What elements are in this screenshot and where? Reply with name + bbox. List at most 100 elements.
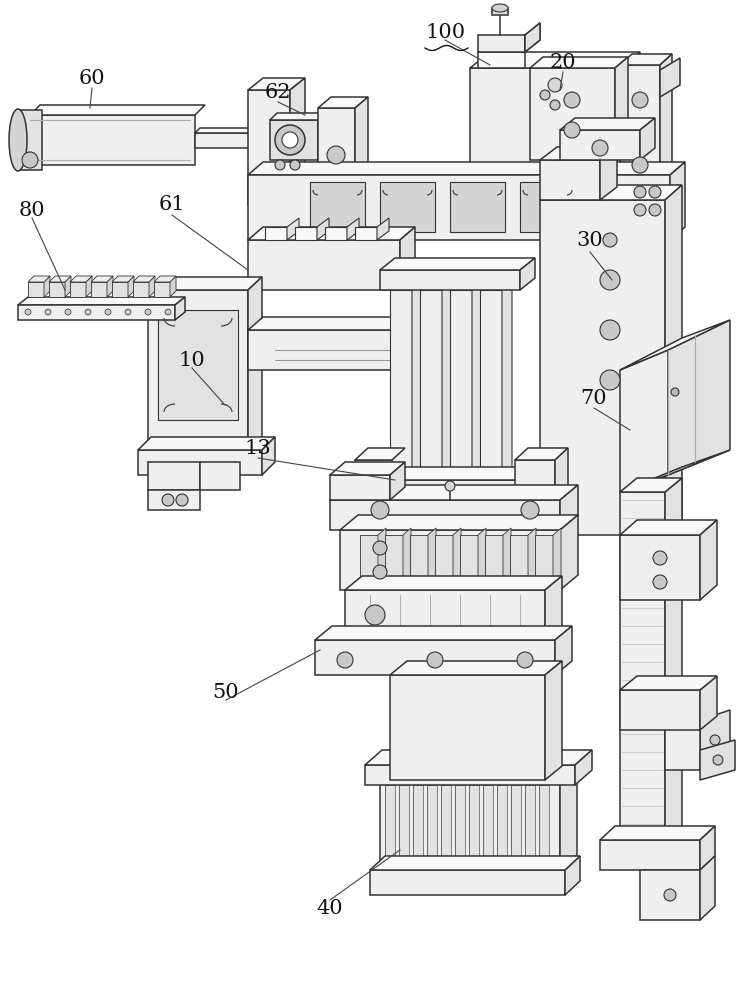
Circle shape (105, 309, 111, 315)
Polygon shape (510, 535, 528, 585)
Polygon shape (413, 785, 423, 865)
Circle shape (592, 140, 608, 156)
Polygon shape (450, 182, 505, 232)
Polygon shape (65, 276, 71, 297)
Polygon shape (28, 282, 44, 297)
Polygon shape (154, 276, 176, 282)
Circle shape (373, 541, 387, 555)
Polygon shape (390, 661, 562, 675)
Circle shape (125, 309, 131, 315)
Circle shape (22, 152, 38, 168)
Polygon shape (355, 448, 405, 460)
Text: 40: 40 (317, 898, 343, 918)
Polygon shape (378, 528, 386, 585)
Circle shape (373, 565, 387, 579)
Polygon shape (340, 515, 578, 530)
Circle shape (603, 233, 617, 247)
Polygon shape (317, 218, 329, 240)
Text: 62: 62 (265, 83, 291, 102)
Polygon shape (460, 317, 475, 370)
Polygon shape (469, 785, 479, 865)
Polygon shape (660, 54, 672, 200)
Polygon shape (620, 65, 660, 200)
Circle shape (653, 575, 667, 589)
Circle shape (600, 370, 620, 390)
Polygon shape (410, 535, 428, 585)
Polygon shape (470, 68, 620, 200)
Polygon shape (472, 280, 482, 480)
Polygon shape (665, 478, 682, 850)
Polygon shape (620, 690, 700, 730)
Polygon shape (360, 535, 378, 585)
Circle shape (85, 309, 91, 315)
Polygon shape (380, 182, 435, 232)
Polygon shape (435, 535, 453, 585)
Polygon shape (640, 870, 700, 920)
Circle shape (548, 78, 562, 92)
Polygon shape (420, 290, 442, 480)
Circle shape (540, 90, 550, 100)
Polygon shape (355, 227, 377, 240)
Polygon shape (149, 276, 155, 297)
Polygon shape (355, 97, 368, 195)
Polygon shape (442, 280, 452, 480)
Circle shape (564, 122, 580, 138)
Polygon shape (600, 826, 715, 840)
Polygon shape (553, 528, 561, 585)
Text: 100: 100 (425, 22, 465, 41)
Polygon shape (112, 276, 134, 282)
Polygon shape (485, 535, 503, 585)
Circle shape (671, 388, 679, 396)
Polygon shape (503, 528, 511, 585)
Polygon shape (385, 785, 395, 865)
Polygon shape (148, 277, 262, 290)
Polygon shape (515, 448, 568, 460)
Polygon shape (330, 462, 405, 475)
Polygon shape (287, 218, 299, 240)
Circle shape (564, 92, 580, 108)
Text: 50: 50 (213, 682, 239, 702)
Polygon shape (511, 785, 521, 865)
Polygon shape (428, 528, 436, 585)
Circle shape (600, 320, 620, 340)
Polygon shape (200, 462, 240, 490)
Polygon shape (345, 590, 545, 640)
Polygon shape (700, 856, 715, 920)
Polygon shape (330, 485, 578, 500)
Polygon shape (248, 175, 670, 240)
Circle shape (176, 494, 188, 506)
Polygon shape (318, 108, 355, 195)
Polygon shape (600, 840, 700, 870)
Polygon shape (347, 218, 359, 240)
Polygon shape (560, 515, 578, 590)
Polygon shape (248, 277, 262, 450)
Polygon shape (528, 528, 536, 585)
Polygon shape (345, 576, 562, 590)
Polygon shape (262, 437, 275, 475)
Polygon shape (700, 710, 730, 770)
Polygon shape (668, 320, 730, 475)
Polygon shape (380, 258, 535, 270)
Polygon shape (450, 290, 472, 480)
Polygon shape (318, 113, 325, 160)
Polygon shape (270, 120, 318, 160)
Polygon shape (522, 467, 537, 500)
Polygon shape (18, 297, 185, 305)
Polygon shape (700, 740, 735, 780)
Polygon shape (133, 276, 155, 282)
Polygon shape (390, 280, 422, 290)
Circle shape (517, 652, 533, 668)
Polygon shape (370, 870, 565, 895)
Polygon shape (49, 276, 71, 282)
Polygon shape (310, 182, 365, 232)
Polygon shape (390, 290, 412, 480)
Polygon shape (520, 258, 535, 290)
Polygon shape (670, 162, 685, 240)
Polygon shape (575, 750, 592, 785)
Polygon shape (540, 147, 617, 160)
Polygon shape (540, 185, 682, 200)
Polygon shape (555, 448, 568, 500)
Polygon shape (565, 856, 580, 895)
Circle shape (710, 735, 720, 745)
Polygon shape (365, 750, 592, 765)
